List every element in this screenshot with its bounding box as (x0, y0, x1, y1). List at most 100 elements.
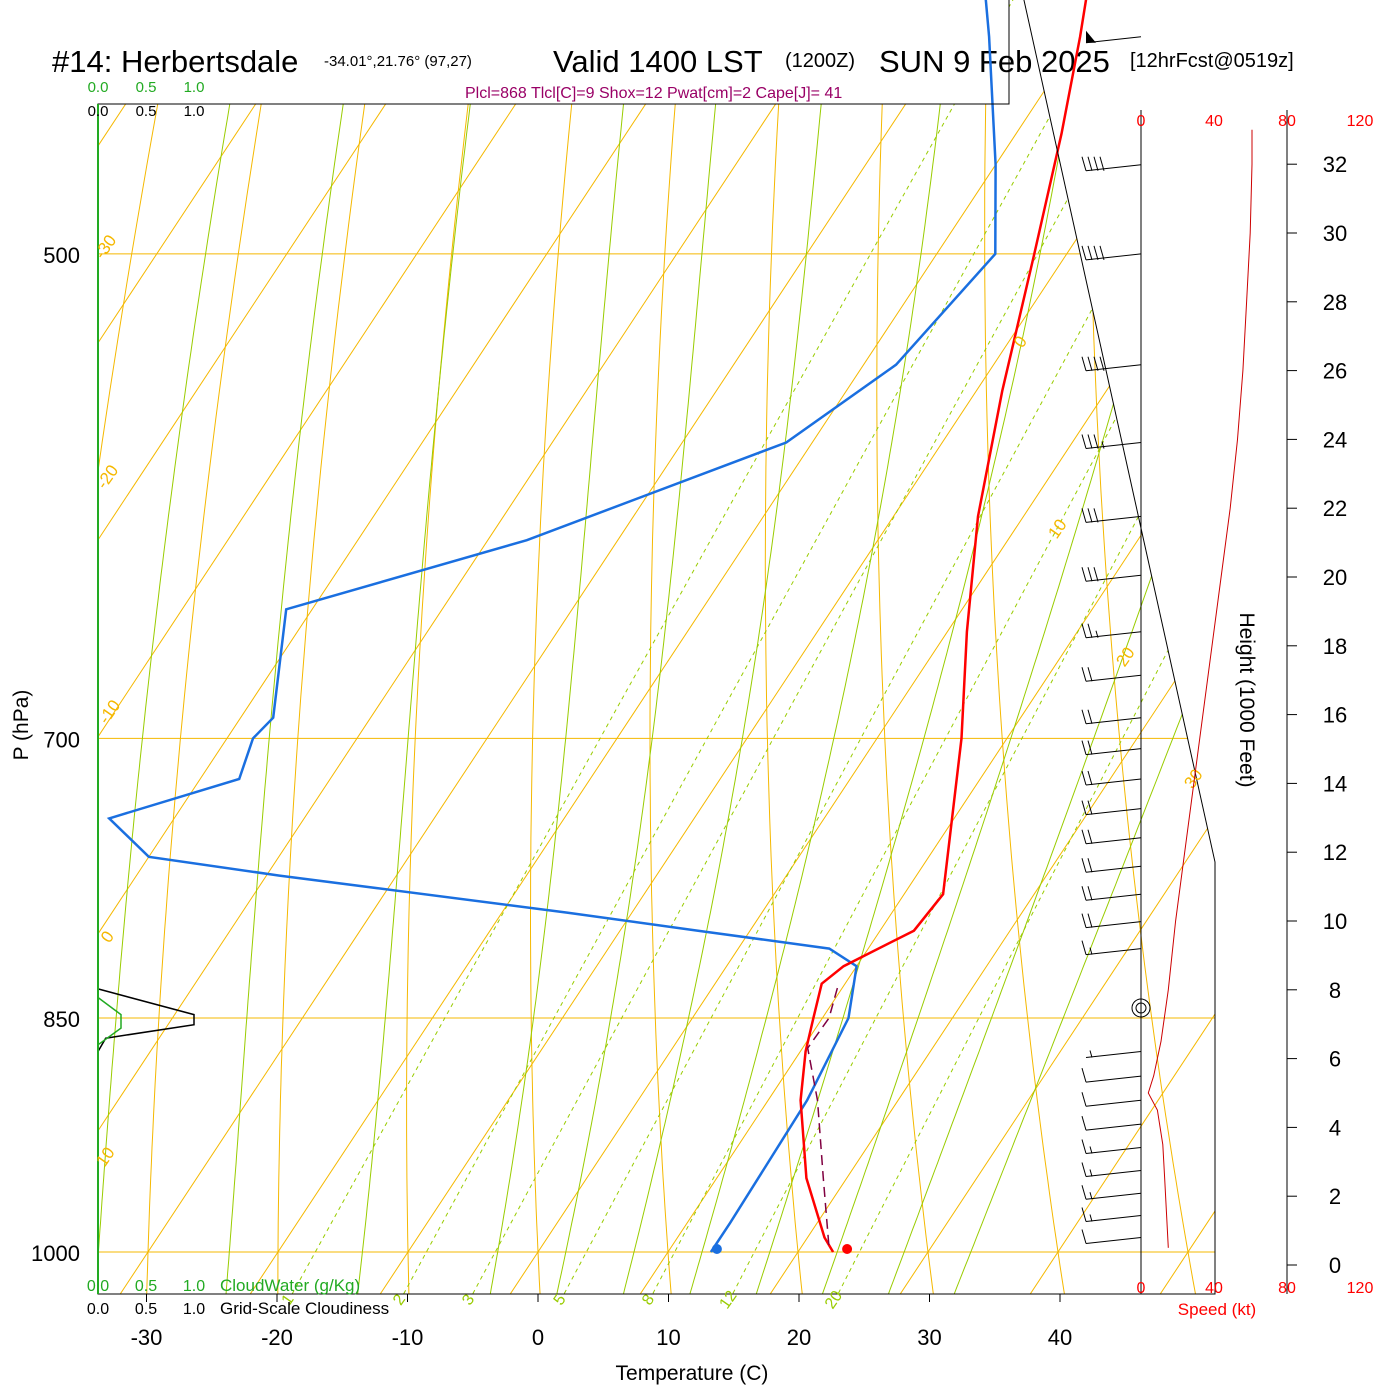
dry-adiabat (1189, 0, 1215, 1294)
forecast-label: [12hrFcst@0519z] (1130, 50, 1294, 72)
valid-date: SUN 9 Feb 2025 (879, 44, 1110, 79)
height-tick-label: 18 (1323, 634, 1347, 659)
cloudwater-scale-title: CloudWater (g/Kg) (220, 1276, 360, 1295)
wind-barb (1081, 1067, 1142, 1083)
isotherm-line (612, 0, 1215, 1294)
isotherm-line (98, 0, 1215, 1294)
dry-adiabat (1289, 0, 1400, 1336)
isotherm-line (98, 0, 595, 1294)
moist-adiabat (807, 0, 1215, 1294)
isotherm-line (352, 0, 1215, 1294)
x-tick-label: 10 (656, 1325, 680, 1350)
dry-adiabat-label: 0 (97, 928, 118, 947)
cloud-scale-label: 1.0 (183, 1278, 205, 1295)
dry-adiabat (530, 0, 705, 1294)
wind-barb (1081, 913, 1142, 929)
height-tick-label: 22 (1323, 496, 1347, 521)
calm-circle (1131, 998, 1151, 1018)
surface-dewpoint-dot (711, 1244, 722, 1254)
dry-adiabat (984, 0, 1072, 1294)
surface-temperature-dot (842, 1244, 853, 1254)
moist-adiabat (872, 0, 1215, 1294)
wind-barb (1081, 434, 1142, 449)
dry-adiabat-label: 10 (92, 1144, 118, 1170)
stability-indices: Plcl=868 Tlcl[C]=9 Shox=12 Pwat[cm]=2 Ca… (465, 85, 842, 102)
mixing-ratio-line (710, 0, 1215, 1294)
dry-adiabat (98, 0, 360, 1294)
speed-tick-label: 80 (1278, 1280, 1296, 1297)
speed-tick-label: 40 (1205, 1280, 1223, 1297)
cloud-scale-label: 0.0 (87, 1278, 109, 1295)
cloud-scale-label: 0.0 (87, 1301, 109, 1318)
wind-barb (1081, 1162, 1142, 1177)
speed-tick-label: 40 (1205, 113, 1223, 130)
wind-barb (1081, 800, 1142, 816)
x-tick-label: 30 (917, 1325, 941, 1350)
moist-adiabat (482, 0, 754, 1294)
cloudiness-scale-title: Grid-Scale Cloudiness (220, 1299, 389, 1318)
speed-tick-label: 0 (1137, 113, 1146, 130)
dry-adiabat-label: -10 (95, 696, 125, 727)
dry-adiabat (1384, 0, 1400, 1336)
height-tick-label: 26 (1323, 359, 1347, 384)
calm-circle-inner (1135, 1002, 1147, 1014)
speed-axis-title: Speed (kt) (1178, 1300, 1256, 1319)
mixing-ratio-line (449, 0, 1215, 1294)
background-lines (98, 0, 1400, 1336)
temperature-line (799, 0, 1088, 1253)
wind-barb (1081, 740, 1142, 756)
isotherm-line (742, 0, 1215, 1294)
mixing-ratio-line (816, 0, 1215, 1294)
speed-tick-label: 0 (1137, 1280, 1146, 1297)
wind-barb (1081, 829, 1142, 845)
plot-frame (97, 0, 1216, 1302)
x-axis-title: Temperature (C) (616, 1362, 769, 1385)
speed-tick-label: 80 (1278, 113, 1296, 130)
isotherm-line (482, 0, 1215, 1294)
wind-barb (1081, 858, 1142, 873)
isotherm-line (98, 0, 1215, 1294)
wind-barb (1081, 1092, 1142, 1107)
wind-barb (1081, 245, 1142, 261)
height-tick-label: 16 (1323, 703, 1347, 728)
dry-adiabat-label: -30 (91, 231, 121, 262)
height-axis-title: Height (1000 Feet) (1235, 612, 1258, 787)
moist-adiabat (98, 0, 422, 1294)
wind-barb (1081, 623, 1142, 639)
x-tick-label: 0 (532, 1325, 544, 1350)
wind-barb (1081, 667, 1142, 682)
dry-adiabat (406, 0, 619, 1294)
isotherm-line (98, 0, 465, 1294)
isotherm-line (98, 0, 1115, 1294)
mixing-ratio-line (630, 0, 1215, 1294)
isotherm-line (1132, 0, 1215, 1294)
station-coords: -34.01°,21.76° (97,27) (324, 53, 472, 70)
wind-barb (1081, 1207, 1142, 1222)
x-tick-label: 40 (1048, 1325, 1072, 1350)
cloud-scale-label: 0.5 (135, 1278, 157, 1295)
sounding-profiles (106, 0, 1088, 1254)
cloud-scale-label: 0.5 (136, 103, 157, 120)
cloud-scale-label: 0.5 (135, 1301, 157, 1318)
height-tick-label: 6 (1329, 1047, 1341, 1072)
wind-barb (1085, 1050, 1142, 1058)
isotherm-line (98, 0, 985, 1294)
isotherm-line (98, 0, 1215, 1294)
wind-barb (1081, 567, 1142, 582)
cloud-scale-label: 0.0 (88, 103, 109, 120)
height-tick-label: 32 (1323, 152, 1347, 177)
height-tick-label: 10 (1323, 909, 1347, 934)
speed-tick-label: 120 (1347, 1280, 1374, 1297)
wind-panel: 0246810121416182022242628303200404080801… (1081, 30, 1374, 1297)
height-tick-label: 14 (1323, 771, 1347, 796)
isotherm-line (98, 0, 725, 1294)
moist-adiabat (742, 0, 1182, 1294)
dry-adiabat (649, 0, 792, 1294)
cloudwater-line (97, 996, 122, 1046)
height-tick-label: 28 (1323, 290, 1347, 315)
mixing-ratio-label: 12 (717, 1288, 741, 1312)
moist-adiabat (222, 0, 517, 1294)
wind-barb (1081, 940, 1142, 956)
y-tick-label: 850 (43, 1007, 80, 1032)
y-tick-label: 500 (43, 243, 80, 268)
